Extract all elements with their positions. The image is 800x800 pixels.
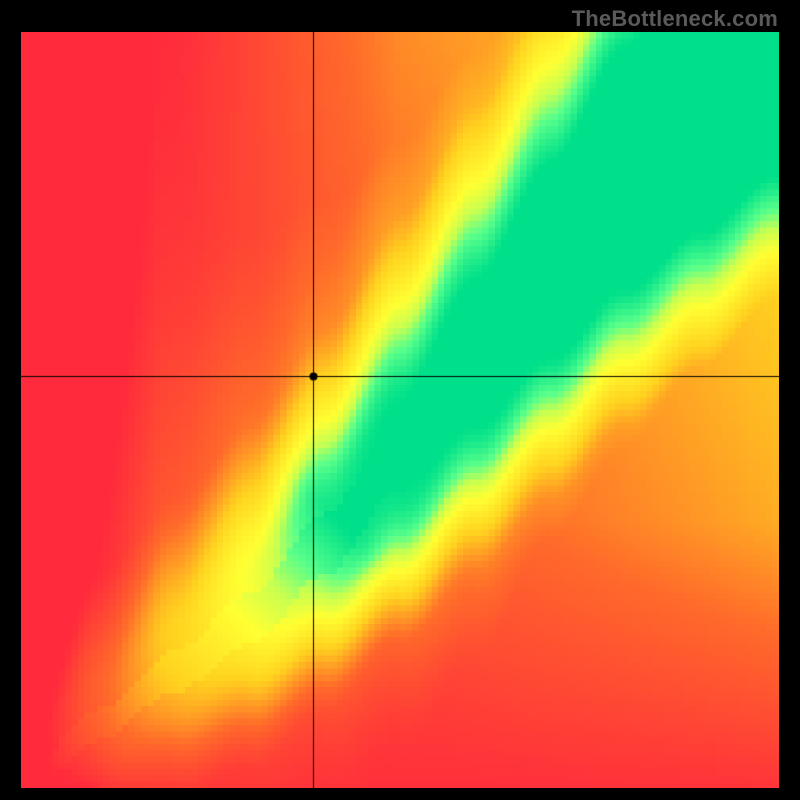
watermark-text: TheBottleneck.com	[572, 6, 778, 32]
bottleneck-heatmap	[21, 32, 779, 788]
stage: TheBottleneck.com	[0, 0, 800, 800]
